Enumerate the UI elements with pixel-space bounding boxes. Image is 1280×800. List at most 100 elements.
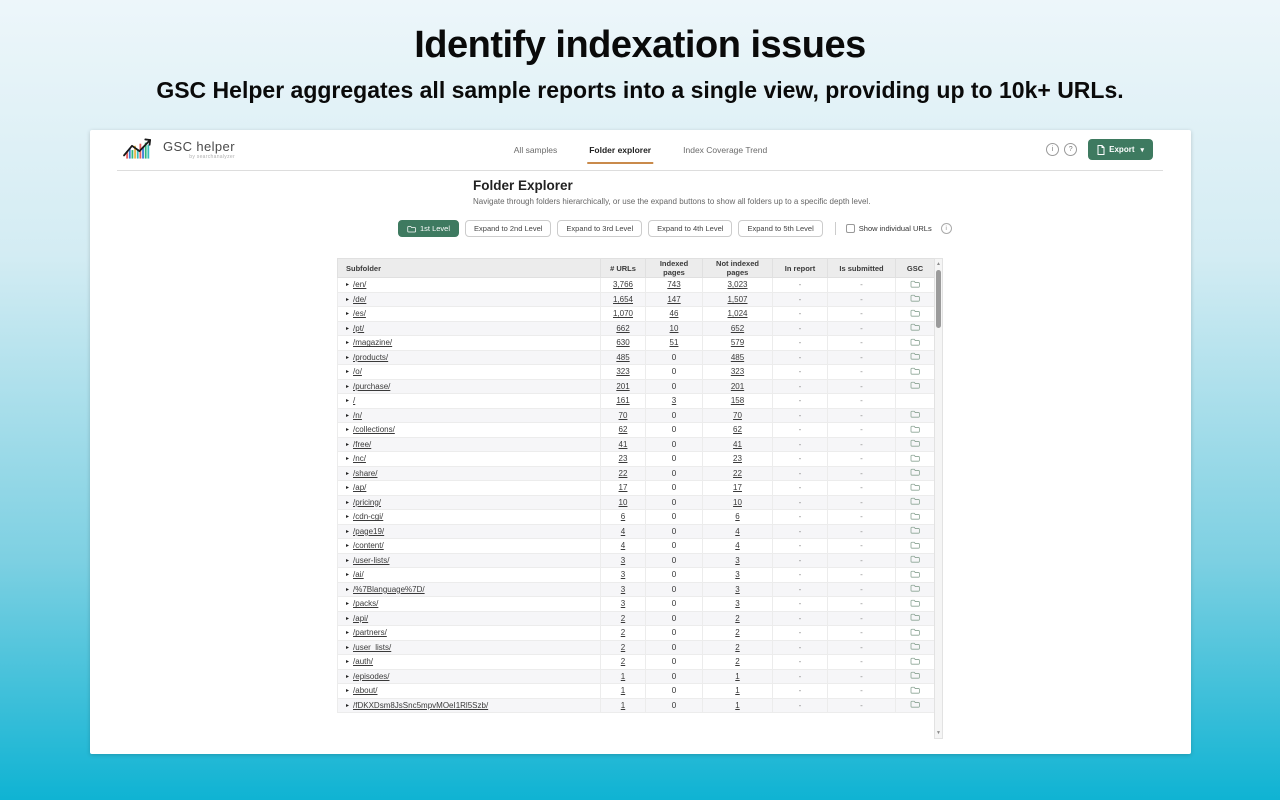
table-scrollbar[interactable]: ▲ ▼ <box>934 258 943 739</box>
subfolder-link[interactable]: /nc/ <box>353 454 366 464</box>
gsc-folder-icon[interactable] <box>910 613 920 621</box>
expand-caret-icon[interactable]: ▸ <box>346 615 350 622</box>
not-indexed-pages-link[interactable]: 201 <box>730 381 745 391</box>
expand-level-button-3[interactable]: Expand to 3rd Level <box>557 220 643 237</box>
subfolder-link[interactable]: /episodes/ <box>353 671 390 681</box>
urls-count-link[interactable]: 10 <box>618 497 628 507</box>
not-indexed-pages-link[interactable]: 3 <box>735 584 740 594</box>
subfolder-link[interactable]: /partners/ <box>353 628 387 638</box>
gsc-folder-icon[interactable] <box>910 497 920 505</box>
urls-count-link[interactable]: 3 <box>620 584 626 594</box>
gsc-folder-icon[interactable] <box>910 584 920 592</box>
not-indexed-pages-link[interactable]: 323 <box>730 367 745 377</box>
urls-count-link[interactable]: 2 <box>620 613 626 623</box>
expand-caret-icon[interactable]: ▸ <box>346 572 350 579</box>
help-button[interactable]: ? <box>1064 143 1078 156</box>
expand-caret-icon[interactable]: ▸ <box>346 557 350 564</box>
not-indexed-pages-link[interactable]: 158 <box>730 396 745 406</box>
indexed-pages-value[interactable]: 147 <box>667 294 681 304</box>
urls-count-link[interactable]: 3 <box>620 555 626 565</box>
not-indexed-pages-link[interactable]: 41 <box>733 439 742 449</box>
not-indexed-pages-link[interactable]: 3,023 <box>727 280 748 290</box>
gsc-folder-icon[interactable] <box>910 338 920 346</box>
not-indexed-pages-link[interactable]: 10 <box>733 497 742 507</box>
expand-caret-icon[interactable]: ▸ <box>346 456 350 463</box>
urls-count-link[interactable]: 161 <box>616 396 630 406</box>
not-indexed-pages-link[interactable]: 1,507 <box>727 294 748 304</box>
subfolder-link[interactable]: /magazine/ <box>353 338 393 348</box>
gsc-folder-icon[interactable] <box>910 483 920 491</box>
urls-count-link[interactable]: 323 <box>616 367 630 377</box>
urls-count-link[interactable]: 1 <box>620 671 626 681</box>
indexed-pages-value[interactable]: 10 <box>669 323 679 333</box>
not-indexed-pages-link[interactable]: 2 <box>735 628 740 638</box>
scroll-down-icon[interactable]: ▼ <box>936 730 941 736</box>
subfolder-link[interactable]: /o/ <box>353 367 362 377</box>
subfolder-link[interactable]: /cdn-cgi/ <box>353 512 384 522</box>
urls-count-link[interactable]: 1,654 <box>612 294 634 304</box>
toolbar-info-icon[interactable]: i <box>940 223 952 234</box>
not-indexed-pages-link[interactable]: 652 <box>730 323 745 333</box>
gsc-folder-icon[interactable] <box>910 512 920 520</box>
gsc-folder-icon[interactable] <box>910 381 920 389</box>
subfolder-link[interactable]: /de/ <box>353 294 367 304</box>
expand-caret-icon[interactable]: ▸ <box>346 499 350 506</box>
export-button[interactable]: Export ▾ <box>1088 139 1153 160</box>
not-indexed-pages-link[interactable]: 3 <box>735 555 740 565</box>
expand-caret-icon[interactable]: ▸ <box>346 296 350 303</box>
show-individual-urls-checkbox[interactable] <box>845 224 855 233</box>
subfolder-link[interactable]: /free/ <box>353 439 372 449</box>
urls-count-link[interactable]: 3 <box>620 570 626 580</box>
urls-count-link[interactable]: 485 <box>616 352 630 362</box>
expand-caret-icon[interactable]: ▸ <box>346 601 350 608</box>
expand-caret-icon[interactable]: ▸ <box>346 325 350 332</box>
urls-count-link[interactable]: 1 <box>620 686 626 696</box>
gsc-folder-icon[interactable] <box>910 657 920 665</box>
scroll-up-icon[interactable]: ▲ <box>936 261 941 267</box>
urls-count-link[interactable]: 41 <box>618 439 628 449</box>
gsc-folder-icon[interactable] <box>910 599 920 607</box>
subfolder-link[interactable]: /user_lists/ <box>353 642 392 652</box>
not-indexed-pages-link[interactable]: 4 <box>735 526 740 536</box>
gsc-folder-icon[interactable] <box>910 425 920 433</box>
expand-caret-icon[interactable]: ▸ <box>346 354 350 361</box>
urls-count-link[interactable]: 201 <box>616 381 630 391</box>
expand-caret-icon[interactable]: ▸ <box>346 383 350 390</box>
indexed-pages-value[interactable]: 3 <box>671 396 677 406</box>
subfolder-link[interactable]: /ai/ <box>353 570 364 580</box>
subfolder-link[interactable]: /auth/ <box>353 657 374 667</box>
gsc-folder-icon[interactable] <box>910 570 920 578</box>
expand-caret-icon[interactable]: ▸ <box>346 398 350 405</box>
expand-caret-icon[interactable]: ▸ <box>346 659 350 666</box>
expand-caret-icon[interactable]: ▸ <box>346 543 350 550</box>
urls-count-link[interactable]: 630 <box>616 338 630 348</box>
expand-caret-icon[interactable]: ▸ <box>346 702 350 709</box>
not-indexed-pages-link[interactable]: 6 <box>735 512 740 522</box>
gsc-folder-icon[interactable] <box>910 686 920 694</box>
not-indexed-pages-link[interactable]: 3 <box>735 599 740 609</box>
expand-level-button-4[interactable]: Expand to 4th Level <box>648 220 733 237</box>
gsc-folder-icon[interactable] <box>910 555 920 563</box>
not-indexed-pages-link[interactable]: 2 <box>735 642 740 652</box>
indexed-pages-value[interactable]: 46 <box>669 309 679 319</box>
scrollbar-thumb[interactable] <box>936 270 941 328</box>
subfolder-link[interactable]: /content/ <box>353 541 384 551</box>
urls-count-link[interactable]: 1,070 <box>612 309 634 319</box>
urls-count-link[interactable]: 1 <box>620 700 626 710</box>
not-indexed-pages-link[interactable]: 70 <box>733 410 742 420</box>
not-indexed-pages-link[interactable]: 17 <box>733 483 742 493</box>
expand-caret-icon[interactable]: ▸ <box>346 441 350 448</box>
urls-count-link[interactable]: 2 <box>620 628 626 638</box>
gsc-folder-icon[interactable] <box>910 468 920 476</box>
urls-count-link[interactable]: 70 <box>618 410 628 420</box>
gsc-folder-icon[interactable] <box>910 410 920 418</box>
gsc-folder-icon[interactable] <box>910 628 920 636</box>
gsc-folder-icon[interactable] <box>910 367 920 375</box>
expand-caret-icon[interactable]: ▸ <box>346 485 350 492</box>
gsc-folder-icon[interactable] <box>910 439 920 447</box>
urls-count-link[interactable]: 62 <box>618 425 628 435</box>
expand-level-button-2[interactable]: Expand to 2nd Level <box>465 220 552 237</box>
expand-caret-icon[interactable]: ▸ <box>346 528 350 535</box>
urls-count-link[interactable]: 17 <box>618 483 628 493</box>
urls-count-link[interactable]: 662 <box>616 323 630 333</box>
